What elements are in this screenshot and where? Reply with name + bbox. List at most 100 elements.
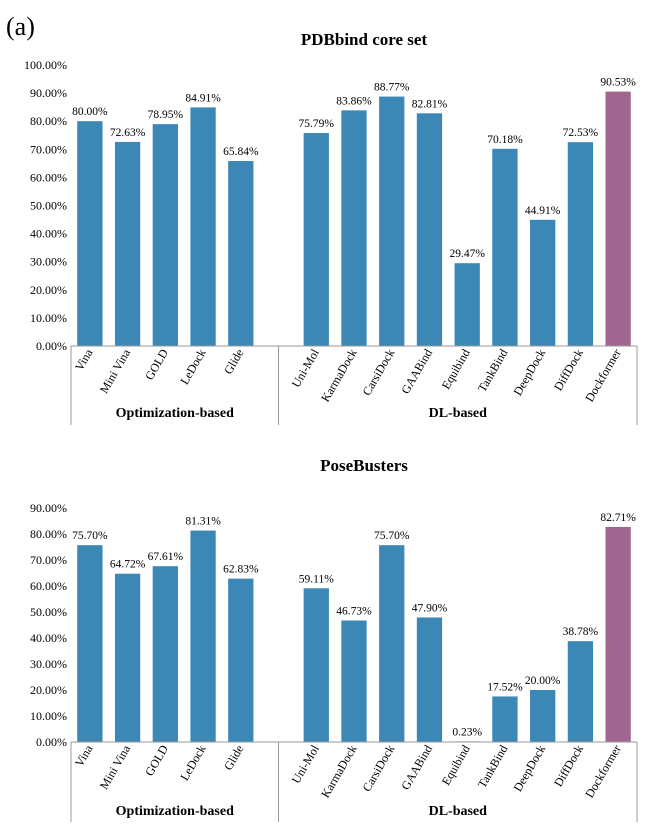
category-label: Glide [221, 743, 246, 773]
bar-carsidock [379, 545, 405, 742]
data-label: 90.53% [600, 77, 636, 89]
y-tick-label: 50.00% [30, 199, 67, 213]
bar-ledock [190, 530, 216, 742]
category-label: CarsiDock [360, 347, 398, 398]
bar-deepdock [530, 219, 556, 346]
category-label: Mini Vina [97, 742, 134, 792]
data-label: 62.83% [223, 564, 259, 576]
y-tick-label: 50.00% [30, 605, 67, 619]
y-tick-label: 20.00% [30, 683, 67, 697]
y-tick-label: 30.00% [30, 657, 67, 671]
data-label: 80.00% [72, 106, 108, 118]
category-label: DeepDock [510, 743, 548, 794]
bar-deepdock [530, 690, 556, 742]
category-label: Equibind [439, 743, 473, 788]
y-tick-label: 100.00% [24, 58, 67, 72]
category-label: LeDock [177, 743, 208, 783]
bar-karmadock [341, 110, 367, 347]
y-tick-label: 60.00% [30, 170, 67, 184]
bar-equibind [454, 263, 480, 346]
y-tick-label: 40.00% [30, 631, 67, 645]
data-label: 88.77% [374, 82, 410, 94]
category-label: Glide [221, 347, 246, 377]
data-label: 78.95% [148, 109, 184, 121]
group-label: Optimization-based [116, 406, 234, 421]
category-label: KarmaDock [318, 347, 359, 405]
category-label: DiffDock [551, 347, 586, 394]
category-label: DeepDock [510, 347, 548, 398]
bar-glide [228, 160, 254, 346]
bar-tankbind [492, 696, 518, 742]
y-tick-label: 30.00% [30, 255, 67, 269]
category-label: GOLD [142, 346, 171, 382]
category-label: TankBind [475, 743, 511, 791]
group-label: Optimization-based [116, 804, 234, 819]
data-label: 47.90% [412, 602, 448, 614]
data-label: 83.86% [336, 95, 372, 107]
category-label: Dockformer [582, 346, 623, 404]
bar-vina [77, 121, 103, 346]
category-label: GAABind [398, 743, 435, 793]
data-label: 84.91% [185, 92, 221, 104]
data-label: 65.84% [223, 146, 259, 158]
data-label: 70.18% [487, 134, 523, 146]
bar-gold [152, 566, 178, 742]
data-label: 75.70% [72, 530, 108, 542]
bar-diffdock [567, 641, 594, 742]
y-tick-label: 80.00% [30, 527, 67, 541]
category-label: Vina [72, 346, 96, 373]
data-label: 17.52% [487, 681, 523, 693]
group-label: DL-based [429, 804, 488, 819]
data-label: 20.00% [525, 675, 561, 687]
category-label: KarmaDock [318, 743, 359, 801]
bar-carsidock [379, 96, 405, 346]
data-label: 59.11% [299, 573, 334, 585]
bar-gold [152, 124, 178, 346]
bar-karmadock [341, 620, 367, 742]
bar-glide [228, 578, 254, 742]
category-label: Uni-Mol [289, 742, 322, 786]
chart-title: PDBbind core set [301, 30, 428, 49]
category-label: Dockformer [582, 742, 623, 800]
category-label: GOLD [142, 742, 171, 778]
bar-uni-mol [303, 588, 329, 742]
category-label: CarsiDock [360, 743, 398, 794]
bar-dockformer [605, 526, 631, 742]
data-label: 67.61% [148, 551, 184, 563]
data-label: 64.72% [110, 559, 146, 571]
data-label: 75.79% [299, 118, 335, 130]
chart-2: PoseBusters 0.00% 10.00% 20.00% 30.00% 40.00%… [30, 456, 638, 822]
data-label: 46.73% [336, 606, 372, 618]
bar-mini-vina [114, 573, 141, 742]
data-label: 75.70% [374, 530, 410, 542]
bar-gaabind [416, 617, 443, 742]
y-tick-label: 10.00% [30, 311, 67, 325]
bar-uni-mol [303, 133, 329, 346]
data-label: 82.81% [412, 98, 448, 110]
data-label: 29.47% [449, 248, 485, 260]
data-label: 38.78% [563, 626, 599, 638]
data-label: 72.53% [563, 127, 599, 139]
data-label: 81.31% [185, 516, 221, 528]
y-tick-label: 0.00% [36, 339, 67, 353]
y-tick-label: 90.00% [30, 501, 67, 515]
bar-ledock [190, 107, 216, 347]
bar-mini-vina [114, 141, 141, 346]
data-label: 82.71% [600, 512, 636, 524]
bar-gaabind [416, 113, 443, 347]
y-tick-label: 70.00% [30, 553, 67, 567]
bar-dockformer [605, 91, 631, 346]
y-tick-label: 10.00% [30, 709, 67, 723]
category-label: DiffDock [551, 743, 586, 790]
y-tick-label: 60.00% [30, 579, 67, 593]
bar-tankbind [492, 148, 518, 346]
category-label: Uni-Mol [289, 346, 322, 390]
y-tick-label: 80.00% [30, 114, 67, 128]
y-tick-label: 20.00% [30, 283, 67, 297]
category-label: LeDock [177, 347, 208, 387]
chart-title: PoseBusters [320, 456, 408, 475]
y-tick-label: 90.00% [30, 86, 67, 100]
panel-label: (a) [6, 12, 35, 41]
data-label: 72.63% [110, 127, 146, 139]
